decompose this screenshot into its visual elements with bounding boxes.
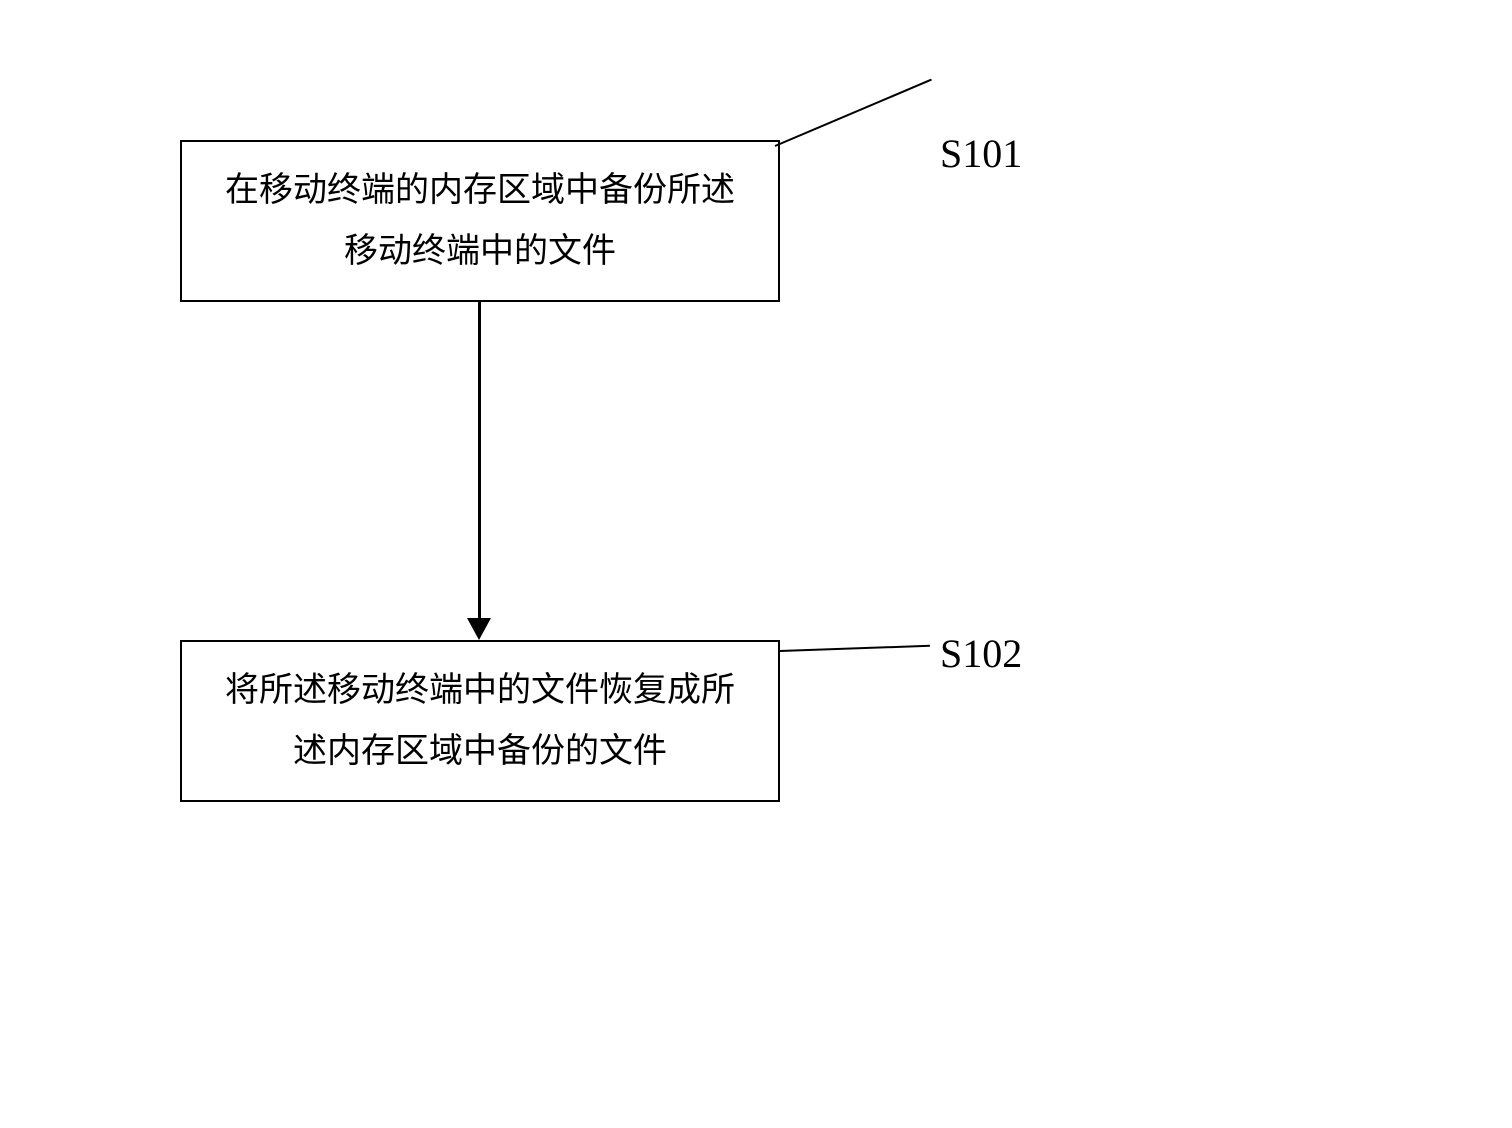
flowchart-edge: [478, 300, 481, 620]
flowchart-node-step1: 在移动终端的内存区域中备份所述 移动终端中的文件: [180, 140, 780, 302]
leader-line: [775, 79, 932, 147]
flowchart-node-step2: 将所述移动终端中的文件恢复成所 述内存区域中备份的文件: [180, 640, 780, 802]
leader-line: [780, 645, 930, 652]
node-text-line: 将所述移动终端中的文件恢复成所: [212, 660, 748, 721]
node-text-line: 述内存区域中备份的文件: [212, 721, 748, 782]
arrow-head-icon: [467, 618, 491, 640]
step-label-s102: S102: [940, 630, 1022, 677]
step-label-s101: S101: [940, 130, 1022, 177]
node-text-line: 在移动终端的内存区域中备份所述: [212, 160, 748, 221]
node-text-line: 移动终端中的文件: [212, 221, 748, 282]
